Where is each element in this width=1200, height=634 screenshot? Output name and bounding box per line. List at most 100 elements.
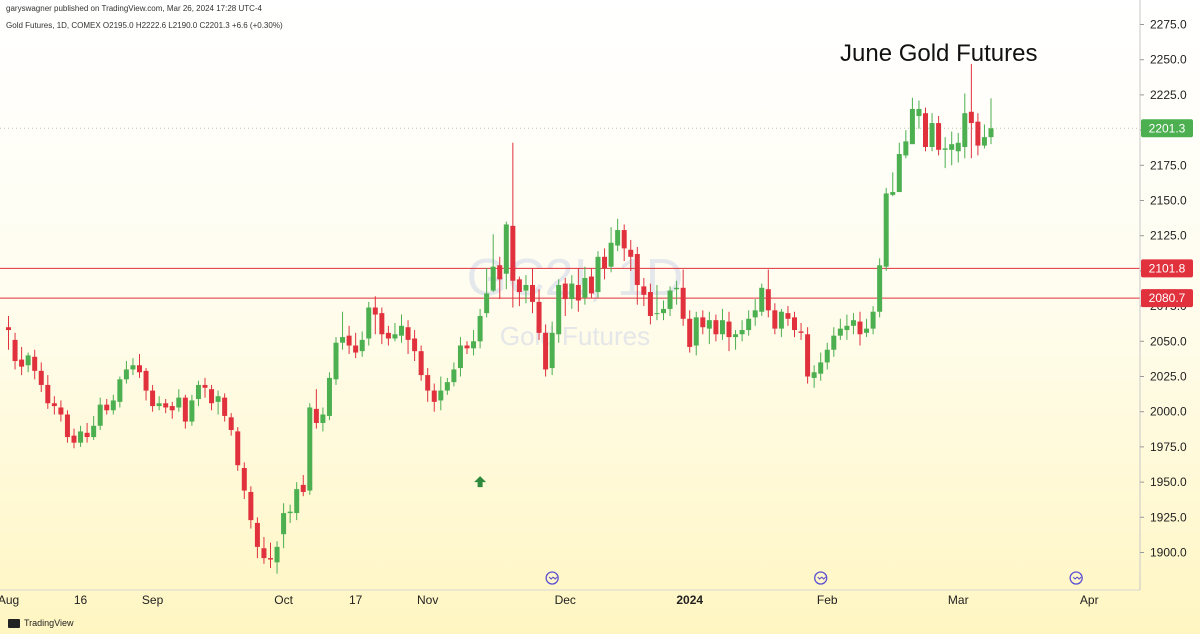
event-markers[interactable] [474, 476, 1083, 585]
time-tick-label: Feb [817, 593, 838, 607]
price-tags: 2101.8 2080.7 2201.3 [1141, 119, 1193, 308]
candle-down [300, 484, 306, 492]
candle-down [621, 230, 627, 249]
candle-up [287, 511, 293, 514]
candle-up [870, 311, 876, 329]
price-tick-label: 2175.0 [1150, 158, 1187, 172]
candle-up [477, 315, 483, 342]
candle-up [890, 192, 896, 195]
candle-down [634, 254, 640, 285]
candle-down [418, 351, 424, 376]
candle-down [64, 414, 70, 438]
candle-down [182, 397, 188, 422]
candle-down [12, 339, 18, 362]
candle-up [503, 224, 509, 274]
candle-down [248, 491, 254, 521]
candle-up [896, 154, 902, 193]
candle-down [6, 327, 11, 331]
candle-down [268, 558, 273, 560]
candle-down [84, 432, 90, 438]
candle-up [451, 369, 457, 383]
candle-down [71, 435, 77, 443]
candle-up [942, 148, 948, 150]
candle-up [97, 404, 103, 426]
candle-up [78, 431, 84, 443]
candle-down [143, 370, 149, 391]
candle-down [575, 284, 581, 301]
candle-down [785, 313, 791, 319]
candle-up [903, 141, 909, 156]
price-tick-label: 2125.0 [1150, 229, 1187, 243]
candle-up [818, 362, 824, 374]
candle-up [444, 382, 450, 391]
watermark: GC2!, 1D Gold Futures [467, 249, 684, 351]
watermark-name: Gold Futures [500, 321, 650, 351]
candle-up [615, 230, 621, 246]
last-price-tag-label: 2201.3 [1149, 121, 1186, 135]
chart-title: June Gold Futures [840, 40, 1038, 67]
candle-up [556, 284, 562, 335]
time-tick-label: 17 [349, 593, 363, 607]
candle-up [471, 341, 477, 349]
candle-up [366, 307, 372, 339]
candles [6, 63, 994, 574]
candle-down [379, 313, 385, 335]
candle-down [405, 327, 411, 340]
candle-down [431, 390, 437, 402]
candle-down [530, 284, 535, 302]
price-tick-label: 2225.0 [1150, 88, 1187, 102]
candle-down [562, 283, 568, 300]
candle-up [811, 372, 817, 378]
candle-down [516, 279, 522, 293]
candle-up [988, 128, 994, 138]
symbol-legend[interactable]: Gold Futures, 1D, COMEX O2195.0 H2222.6 … [6, 21, 283, 30]
candle-down [923, 113, 928, 147]
candle-up [117, 379, 123, 402]
footer-brand-label: TradingView [24, 618, 74, 628]
time-tick-label: Dec [555, 593, 576, 607]
candle-up [661, 308, 666, 314]
tradingview-logo-icon [8, 618, 20, 628]
candle-down [346, 335, 352, 346]
price-tick-label: 2275.0 [1150, 18, 1187, 32]
candle-down [602, 256, 608, 269]
candle-up [949, 144, 955, 150]
candle-up [582, 277, 588, 298]
candle-up [667, 290, 673, 309]
candle-down [641, 286, 647, 295]
event-marker-glyph [548, 576, 558, 580]
candle-down [228, 417, 234, 431]
price-tick-label: 1900.0 [1150, 546, 1187, 560]
candle-up [215, 396, 221, 402]
footer-brand[interactable]: TradingView [8, 618, 74, 628]
price-tick-label: 2025.0 [1150, 370, 1187, 384]
price-tick-label: 2150.0 [1150, 194, 1187, 208]
candle-down [687, 318, 693, 347]
candle-up [549, 332, 555, 369]
candle-down [137, 365, 142, 373]
candle-up [110, 400, 116, 411]
candle-down [792, 317, 797, 331]
candle-down [254, 522, 260, 547]
candle-up [962, 113, 968, 147]
candle-down [680, 287, 686, 319]
candle-down [798, 331, 804, 333]
time-tick-label: Aug [0, 593, 19, 607]
price-tick-label: 2050.0 [1150, 334, 1187, 348]
candle-up [864, 328, 870, 333]
event-marker-icon [545, 571, 559, 585]
candle-up [595, 256, 601, 293]
time-axis[interactable]: Aug 16 Sep Oct 17 Nov Dec 2024 Feb Mar Apr [0, 589, 1140, 607]
candle-up [307, 407, 313, 491]
candle-up [981, 137, 987, 146]
price-tick-label: 2000.0 [1150, 405, 1187, 419]
candle-down [385, 332, 391, 339]
candle-up [294, 489, 300, 514]
candle-up [274, 546, 280, 563]
candle-down [202, 384, 208, 388]
candle-up [457, 345, 463, 369]
candle-down [425, 375, 431, 391]
candle-up [752, 310, 758, 318]
candle-down [222, 397, 228, 416]
